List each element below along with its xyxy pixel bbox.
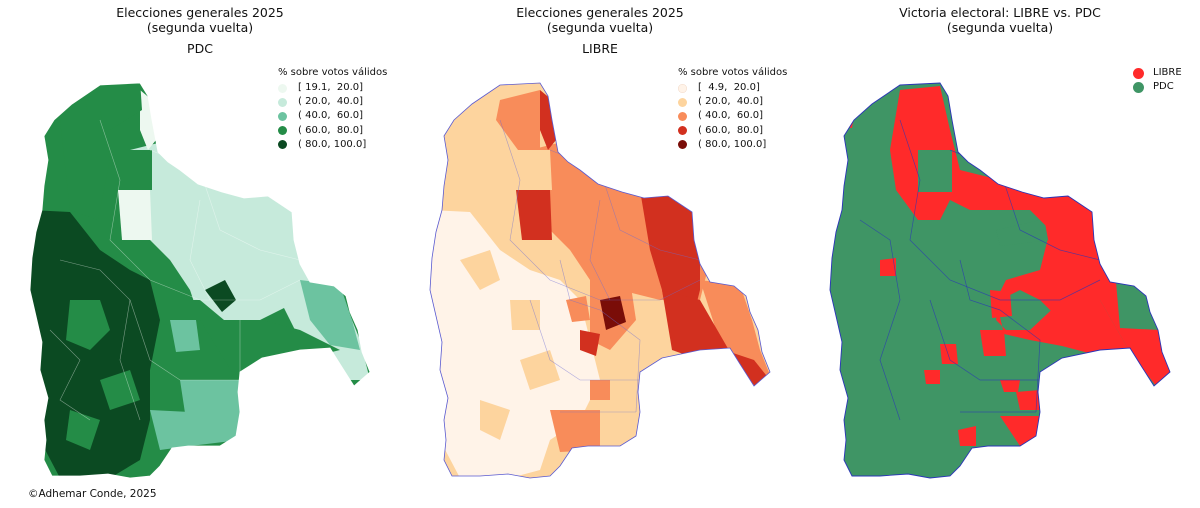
legend-title: % sobre votos válidos bbox=[278, 67, 388, 78]
legend-item: ( 20.0, 40.0] bbox=[678, 95, 787, 109]
region-20-40 bbox=[120, 140, 310, 330]
legend-swatch bbox=[678, 97, 687, 107]
legend-item: [ 4.9, 20.0] bbox=[678, 81, 787, 95]
legend-item: ( 40.0, 60.0] bbox=[278, 109, 387, 123]
pdc-choropleth-map bbox=[29, 82, 371, 479]
panel-title: Elecciones generales 2025 (segunda vuelt… bbox=[116, 5, 284, 35]
region-40-60-east bbox=[300, 280, 360, 350]
legend-item: ( 40.0, 60.0] bbox=[678, 109, 787, 123]
legend-swatch bbox=[1133, 81, 1144, 93]
legend-item: ( 60.0, 80.0] bbox=[678, 124, 787, 138]
legend-title: % sobre votos válidos bbox=[678, 67, 788, 78]
legend-item: PDC bbox=[1133, 80, 1182, 94]
party-label: LIBRE bbox=[582, 41, 618, 56]
legend-swatch bbox=[278, 97, 287, 107]
party-label: PDC bbox=[187, 41, 213, 56]
legend-item: ( 20.0, 40.0] bbox=[278, 95, 387, 109]
panel-pdc: Elecciones generales 2025 (segunda vuelt… bbox=[0, 0, 400, 508]
legend-item: LIBRE bbox=[1133, 66, 1182, 80]
region-40-60-south bbox=[180, 380, 240, 446]
panel-winner: Victoria electoral: LIBRE vs. PDC (segun… bbox=[800, 0, 1200, 508]
legend-swatch bbox=[278, 83, 287, 93]
legend-swatch bbox=[678, 140, 687, 150]
legend-item: [ 19.1, 20.0] bbox=[278, 81, 387, 95]
legend-swatch bbox=[678, 126, 687, 136]
legend-swatch bbox=[1133, 67, 1144, 79]
legend-swatch bbox=[678, 111, 687, 121]
panel-libre: Elecciones generales 2025 (segunda vuelt… bbox=[400, 0, 800, 508]
legend-swatch bbox=[678, 83, 687, 93]
winner-map bbox=[829, 82, 1171, 479]
legend-swatch bbox=[278, 140, 287, 150]
legend-item: ( 80.0, 100.0] bbox=[278, 138, 387, 152]
libre-legend: % sobre votos válidos [ 4.9, 20.0] ( 20.… bbox=[678, 66, 787, 152]
credit-text: ©Adhemar Conde, 2025 bbox=[28, 488, 157, 500]
legend-item: ( 60.0, 80.0] bbox=[278, 124, 387, 138]
panel-title: Victoria electoral: LIBRE vs. PDC (segun… bbox=[899, 5, 1101, 35]
legend-item: ( 80.0, 100.0] bbox=[678, 138, 787, 152]
winner-legend: LIBRE PDC bbox=[1133, 66, 1182, 94]
panel-title: Elecciones generales 2025 (segunda vuelt… bbox=[516, 5, 684, 35]
region-19-20-center bbox=[118, 190, 152, 240]
legend-swatch bbox=[278, 126, 287, 136]
legend-swatch bbox=[278, 111, 287, 121]
libre-choropleth-map bbox=[429, 82, 771, 479]
pdc-legend: % sobre votos válidos [ 19.1, 20.0] ( 20… bbox=[278, 66, 387, 152]
